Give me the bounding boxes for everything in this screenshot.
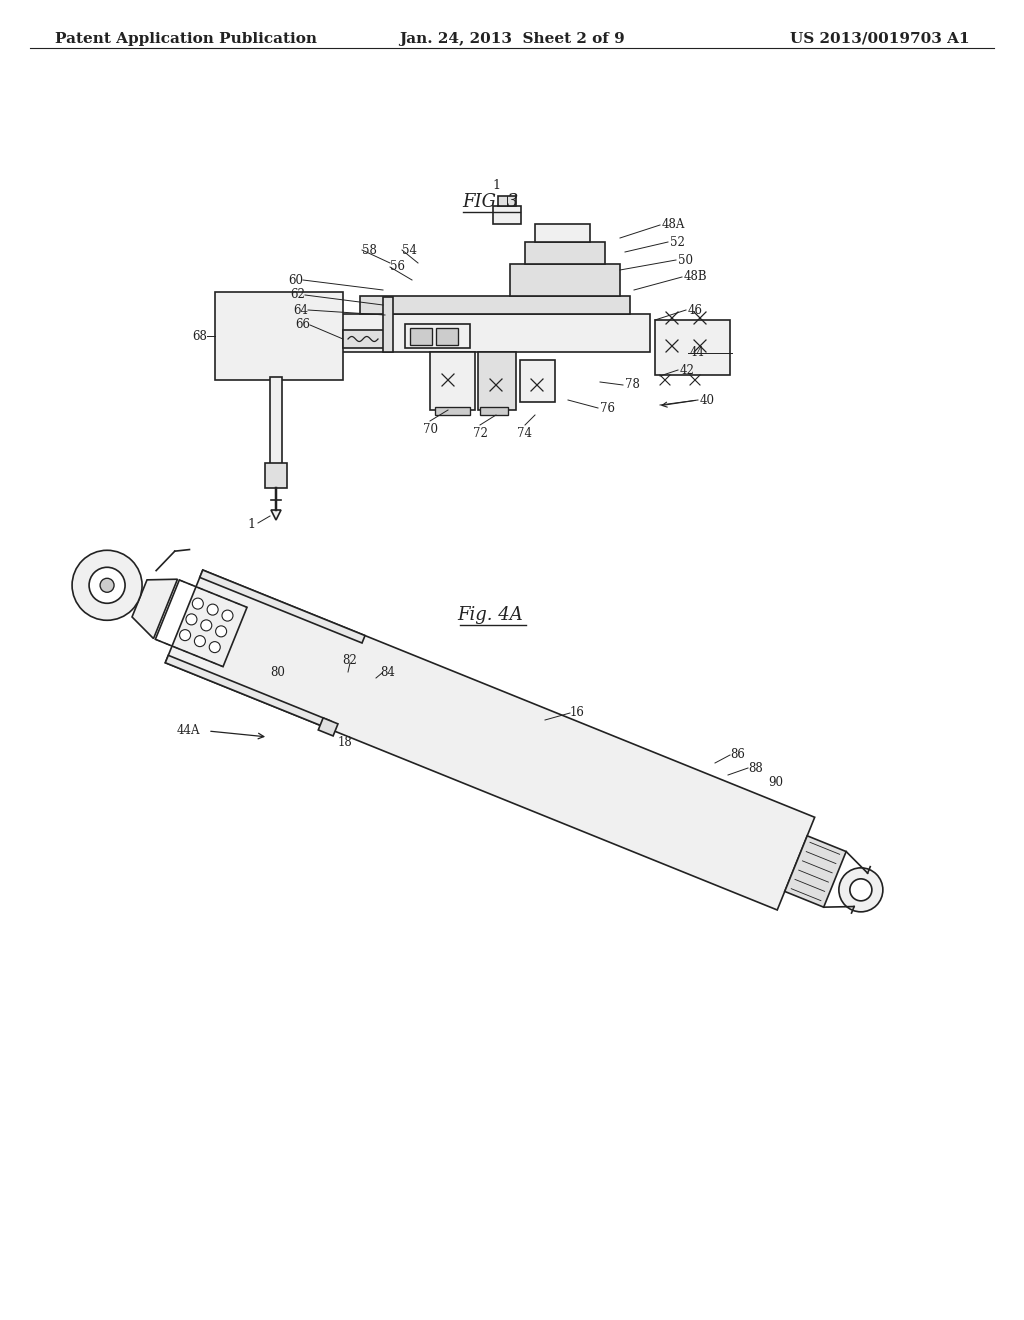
Polygon shape — [200, 570, 365, 643]
Text: 1: 1 — [492, 180, 500, 191]
Polygon shape — [132, 579, 177, 639]
Text: 46: 46 — [688, 304, 703, 317]
Text: 80: 80 — [270, 667, 285, 680]
Polygon shape — [784, 836, 846, 907]
Circle shape — [201, 620, 212, 631]
Circle shape — [216, 626, 226, 636]
Bar — [498, 195, 516, 206]
Text: 58: 58 — [362, 243, 377, 256]
Text: 54: 54 — [402, 243, 417, 256]
Text: 16: 16 — [570, 706, 585, 719]
Bar — [435, 407, 470, 414]
Bar — [215, 292, 343, 380]
Text: 66: 66 — [295, 318, 310, 331]
Bar — [520, 360, 555, 403]
Circle shape — [222, 610, 233, 622]
Bar — [406, 323, 470, 348]
Text: 42: 42 — [680, 363, 695, 376]
Bar — [410, 327, 432, 345]
Text: 84: 84 — [380, 667, 395, 680]
Text: 44: 44 — [690, 346, 705, 359]
Text: 64: 64 — [293, 304, 308, 317]
Bar — [270, 378, 282, 465]
Text: 90: 90 — [768, 776, 783, 788]
Circle shape — [179, 630, 190, 640]
Text: 62: 62 — [290, 289, 305, 301]
Circle shape — [89, 568, 125, 603]
Bar — [265, 463, 287, 488]
Text: 50: 50 — [678, 253, 693, 267]
Bar — [360, 296, 630, 314]
Circle shape — [100, 578, 114, 593]
Polygon shape — [318, 718, 338, 737]
Bar — [478, 352, 516, 411]
Bar — [535, 224, 590, 242]
Polygon shape — [165, 570, 815, 909]
Bar — [655, 319, 730, 375]
Text: 86: 86 — [730, 748, 744, 762]
Text: 56: 56 — [390, 260, 406, 273]
Bar — [480, 407, 508, 414]
Text: 88: 88 — [748, 762, 763, 775]
Circle shape — [193, 598, 204, 609]
Text: 72: 72 — [472, 426, 487, 440]
Text: 18: 18 — [338, 737, 352, 750]
Circle shape — [72, 550, 142, 620]
Text: 74: 74 — [517, 426, 532, 440]
Text: Fig. 4A: Fig. 4A — [457, 606, 523, 624]
Text: 44A: 44A — [176, 723, 200, 737]
Circle shape — [850, 879, 871, 900]
Text: FIG. 3: FIG. 3 — [462, 193, 518, 211]
Text: 52: 52 — [670, 235, 685, 248]
Circle shape — [186, 614, 197, 624]
Text: 68: 68 — [193, 330, 207, 342]
Text: 48B: 48B — [684, 271, 708, 284]
Text: 60: 60 — [288, 273, 303, 286]
Text: US 2013/0019703 A1: US 2013/0019703 A1 — [791, 32, 970, 46]
Circle shape — [207, 605, 218, 615]
Polygon shape — [271, 510, 281, 520]
Circle shape — [209, 642, 220, 652]
Text: Jan. 24, 2013  Sheet 2 of 9: Jan. 24, 2013 Sheet 2 of 9 — [399, 32, 625, 46]
Text: 82: 82 — [343, 653, 357, 667]
Bar — [493, 206, 521, 224]
Circle shape — [839, 867, 883, 912]
Bar — [436, 327, 458, 345]
Text: Patent Application Publication: Patent Application Publication — [55, 32, 317, 46]
Text: 78: 78 — [625, 379, 640, 392]
Text: 1: 1 — [247, 517, 255, 531]
Text: 70: 70 — [423, 422, 437, 436]
Bar — [383, 297, 393, 352]
Text: 40: 40 — [700, 393, 715, 407]
Polygon shape — [165, 655, 331, 729]
Text: 76: 76 — [600, 401, 615, 414]
Bar — [343, 330, 385, 348]
Text: 48A: 48A — [662, 219, 685, 231]
Bar — [430, 352, 475, 411]
Bar — [525, 242, 605, 264]
Bar — [510, 264, 620, 296]
Circle shape — [195, 636, 206, 647]
Bar — [340, 314, 650, 352]
